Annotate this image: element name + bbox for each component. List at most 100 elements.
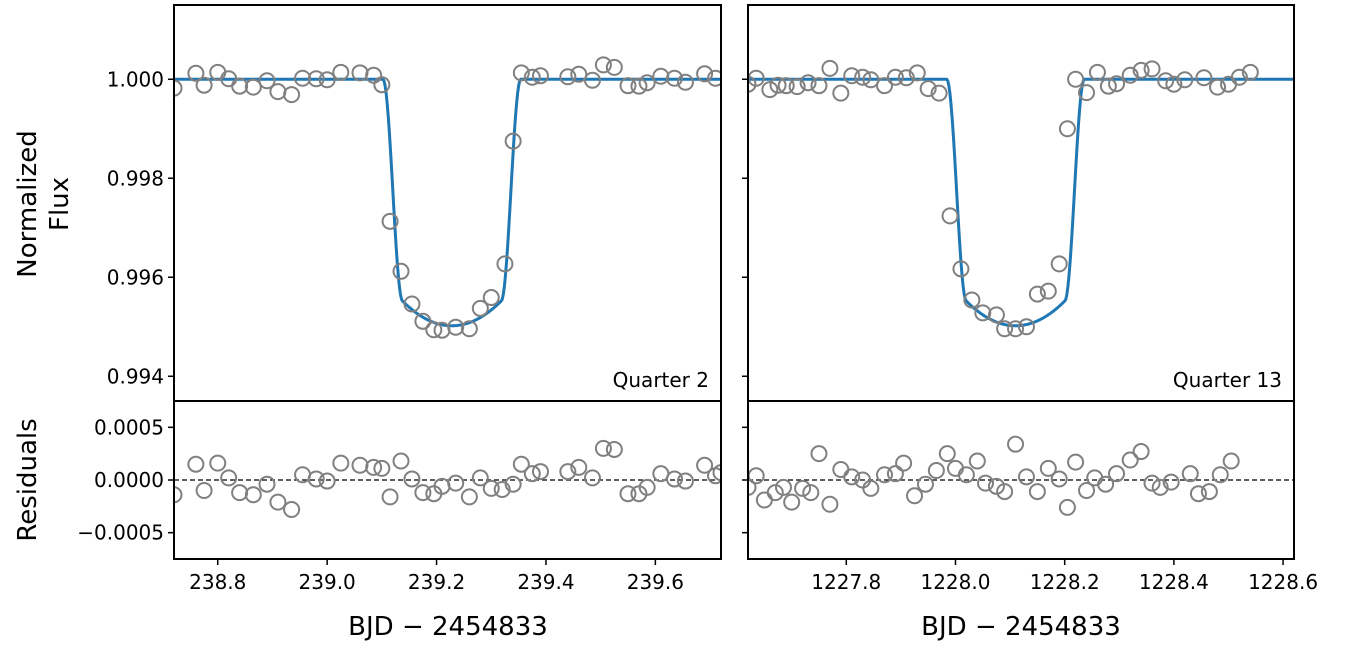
flux-point (447, 318, 465, 336)
flux-point (1088, 63, 1106, 81)
residual-point (482, 479, 500, 497)
flux-point (1007, 320, 1025, 338)
flux-point (531, 67, 549, 85)
residual-point (493, 480, 511, 498)
residual-point (605, 440, 623, 458)
residual-point (748, 467, 765, 485)
residual-point (1078, 482, 1096, 500)
residual-point (220, 469, 238, 487)
residual-point (696, 456, 714, 474)
residual-point (381, 488, 399, 506)
residual-ytick-label: −0.0005 (77, 521, 164, 545)
flux-point (1099, 77, 1117, 95)
xtick-label: 238.8 (189, 570, 246, 594)
y-axis-label-flux-line1: Normalized (13, 130, 43, 277)
flux-point (1176, 71, 1194, 89)
flux-point (788, 78, 806, 96)
flux-point (583, 71, 601, 89)
xtick-label: 1227.8 (811, 570, 881, 594)
flux-point (460, 320, 478, 338)
residual-point (414, 484, 432, 502)
flux-point (523, 68, 541, 86)
axes-layer: 1.000 0.998 0.996 0.994 0.0005 0.0000 −0.0005 2… (77, 4, 1318, 594)
residual-point (1200, 483, 1218, 501)
residual-point (938, 445, 956, 463)
residual-point (794, 479, 812, 497)
flux-point (594, 56, 612, 74)
residual-point (802, 484, 820, 502)
residual-point (1132, 443, 1150, 461)
residual-point (619, 485, 637, 503)
residual-point (755, 491, 773, 509)
flux-point (403, 295, 421, 313)
residual-point (774, 478, 792, 496)
residual-point (209, 454, 227, 472)
flux-point (605, 58, 623, 76)
flux-point (283, 86, 301, 104)
residual-point (570, 458, 588, 476)
residual-point (1143, 474, 1161, 492)
residual-point (1222, 452, 1240, 470)
flux-axes-frame (173, 4, 722, 402)
residual-point (821, 495, 839, 513)
residual-point (373, 459, 391, 477)
residual-point (1007, 435, 1025, 453)
flux-point (195, 76, 213, 94)
residual-point (666, 470, 684, 488)
flux-point (952, 260, 970, 278)
residual-point (447, 474, 465, 492)
residual-ytick-label: 0.0005 (94, 415, 164, 439)
residual-point (269, 493, 287, 511)
flux-point (496, 255, 514, 273)
xtick-label: 1228.6 (1248, 570, 1318, 594)
residual-point (886, 465, 904, 483)
flux-point (1108, 75, 1126, 93)
residual-point (876, 466, 893, 484)
residual-point (283, 500, 301, 518)
quarter-annotation: Quarter 2 (613, 368, 709, 392)
flux-point (414, 312, 432, 330)
flux-point (843, 67, 861, 85)
residual-point (1121, 451, 1139, 469)
flux-point (832, 84, 850, 102)
y-axis-label-flux-line2: Flux (45, 177, 75, 231)
flux-point (1143, 60, 1161, 78)
panel-1: 1.000 0.998 0.996 0.994 0.0005 0.0000 −0.0005 2… (77, 4, 722, 594)
xtick-label: 1228.2 (1030, 570, 1100, 594)
flux-point (630, 77, 648, 95)
residual-points (174, 439, 721, 518)
residual-point (843, 468, 861, 486)
flux-point (1039, 282, 1057, 300)
flux-point (174, 79, 183, 97)
flux-point (1058, 120, 1076, 138)
x-axis-label-left: BJD − 2454833 (348, 612, 548, 642)
residual-point (460, 488, 478, 506)
residual-point (1058, 498, 1076, 516)
flux-points (748, 59, 1259, 338)
flux-point (908, 64, 926, 82)
residual-point (977, 474, 995, 492)
flux-point (332, 63, 350, 81)
flux-point (381, 212, 399, 230)
flux-point (696, 65, 714, 83)
flux-point (209, 63, 227, 81)
y-axis-label-residuals: Residuals (13, 418, 43, 541)
residual-point (862, 479, 880, 497)
flux-point (1078, 84, 1096, 102)
xtick-label: 239.0 (299, 570, 356, 594)
flux-point (619, 77, 637, 95)
residual-point (810, 445, 828, 463)
flux-point (187, 64, 205, 82)
residual-points (748, 435, 1240, 516)
flux-point (559, 68, 577, 86)
residual-point (832, 460, 850, 478)
residual-point (1151, 478, 1169, 496)
flux-point (471, 299, 489, 317)
flux-point (919, 80, 937, 98)
flux-point (941, 207, 959, 225)
flux-point (810, 77, 828, 95)
flux-point (1230, 68, 1248, 86)
residual-point (748, 478, 757, 496)
flux-point (1165, 75, 1183, 93)
flux-point (854, 68, 872, 86)
